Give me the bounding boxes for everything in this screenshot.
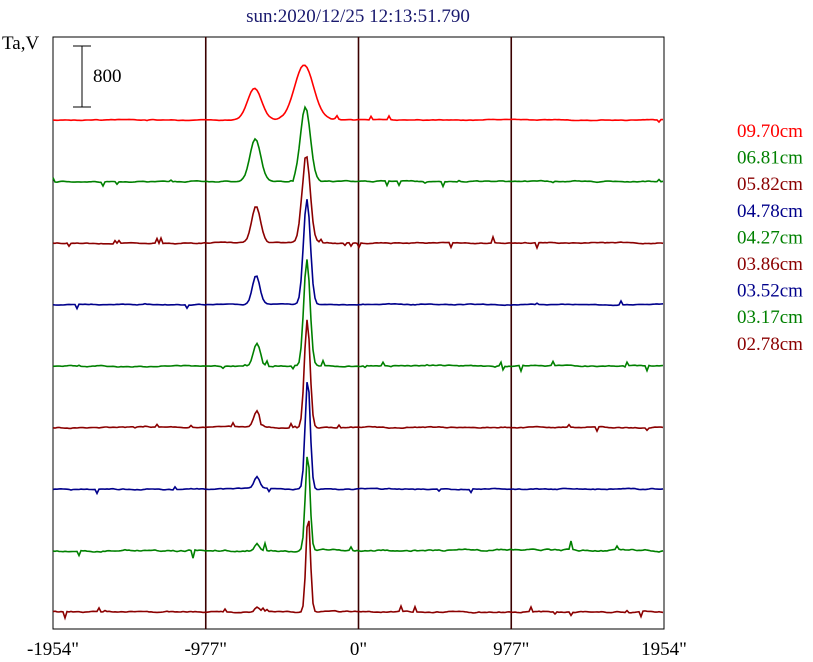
legend-entry: 04.27cm xyxy=(737,227,803,248)
legend-entry: 03.86cm xyxy=(737,254,803,275)
series-line xyxy=(52,105,664,189)
x-tick-label: 977" xyxy=(493,639,529,660)
x-tick-label: 1954" xyxy=(641,639,687,660)
series-line xyxy=(52,64,663,124)
x-tick-label: -977" xyxy=(184,639,227,660)
x-tick-label: 0" xyxy=(350,639,367,660)
x-tick-labels: -1954" -977" 0" 977" 1954" xyxy=(27,639,687,660)
chart-title: sun:2020/12/25 12:13:51.790 xyxy=(246,6,470,27)
vertical-gridlines xyxy=(204,37,513,629)
series-line xyxy=(52,259,664,374)
scale-bar: 800 xyxy=(73,45,122,108)
legend-entry: 03.52cm xyxy=(737,281,803,302)
legend-entry: 05.82cm xyxy=(737,174,803,195)
legend-entry: 06.81cm xyxy=(737,148,803,169)
legend-entry: 03.17cm xyxy=(737,307,803,328)
scale-bar-label: 800 xyxy=(93,66,122,87)
series-line xyxy=(52,155,664,251)
legend: 09.70cm 06.81cm 05.82cm 04.78cm 04.27cm 03.86… xyxy=(737,121,803,355)
legend-entry: 04.78cm xyxy=(737,201,803,222)
series-line xyxy=(52,382,664,496)
series-traces xyxy=(52,64,664,621)
y-axis-label: Ta,V xyxy=(2,33,39,54)
x-tick-label: -1954" xyxy=(27,639,79,660)
legend-entry: 09.70cm xyxy=(737,121,803,142)
series-line xyxy=(52,199,664,311)
series-line xyxy=(52,520,664,621)
series-line xyxy=(52,456,664,559)
legend-entry: 02.78cm xyxy=(737,334,803,355)
series-line xyxy=(52,319,664,433)
